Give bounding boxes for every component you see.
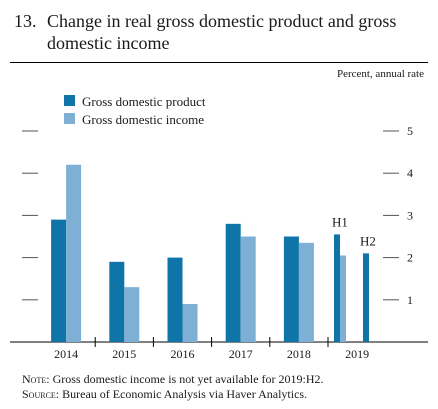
- bar-gdp-2018: [283, 236, 299, 342]
- bar-gdp-2017: [225, 223, 241, 342]
- top-rule: [10, 62, 428, 63]
- label-h2: H2: [360, 233, 376, 248]
- x-tick-label-2018: 2018: [287, 347, 311, 361]
- bar-gdi-2019-h1: [340, 255, 346, 342]
- bar-gdp-2014: [51, 219, 67, 342]
- units-label: Percent, annual rate: [336, 68, 424, 80]
- source-label: Source:: [22, 387, 60, 401]
- legend-swatch-0: [64, 95, 75, 106]
- bar-gdi-2017: [240, 236, 256, 342]
- source-text: Bureau of Economic Analysis via Haver An…: [62, 387, 308, 401]
- y-tick-label: 2: [407, 251, 413, 265]
- figure-title: Change in real gross domestic product an…: [47, 11, 397, 53]
- legend-swatch-1: [64, 113, 75, 124]
- bar-gdp-2015: [109, 261, 125, 342]
- x-tick-label-2014: 2014: [54, 347, 78, 361]
- y-tick-label: 5: [407, 124, 413, 138]
- y-tick-label: 1: [407, 293, 413, 307]
- legend-label-0: Gross domestic product: [82, 94, 206, 109]
- bar-gdi-2018: [298, 242, 314, 342]
- figure-title-row: 13. Change in real gross domestic produc…: [14, 10, 424, 54]
- bar-gdp-2016: [167, 257, 183, 342]
- source-line: Source: Bureau of Economic Analysis via …: [22, 387, 324, 402]
- note-line: Note: Gross domestic income is not yet a…: [22, 372, 324, 387]
- y-tick-label: 4: [407, 166, 413, 180]
- bar-gdi-2015: [124, 287, 140, 342]
- bar-gdp-2019-h2: [363, 253, 369, 342]
- notes-block: Note: Gross domestic income is not yet a…: [22, 372, 324, 402]
- note-text: Gross domestic income is not yet availab…: [52, 372, 324, 386]
- label-h1: H1: [332, 214, 348, 229]
- x-tick-label-2019: 2019: [345, 347, 369, 361]
- bar-gdp-2019-h1: [334, 234, 340, 342]
- note-label: Note:: [22, 372, 50, 386]
- figure-number: 13.: [14, 11, 37, 31]
- x-tick-label-2017: 2017: [229, 347, 253, 361]
- y-tick-label: 3: [407, 208, 413, 222]
- x-tick-label-2016: 2016: [171, 347, 195, 361]
- x-tick-label-2015: 2015: [112, 347, 136, 361]
- legend-label-1: Gross domestic income: [82, 112, 204, 127]
- bar-gdi-2014: [66, 164, 82, 342]
- bar-gdi-2016: [182, 304, 198, 342]
